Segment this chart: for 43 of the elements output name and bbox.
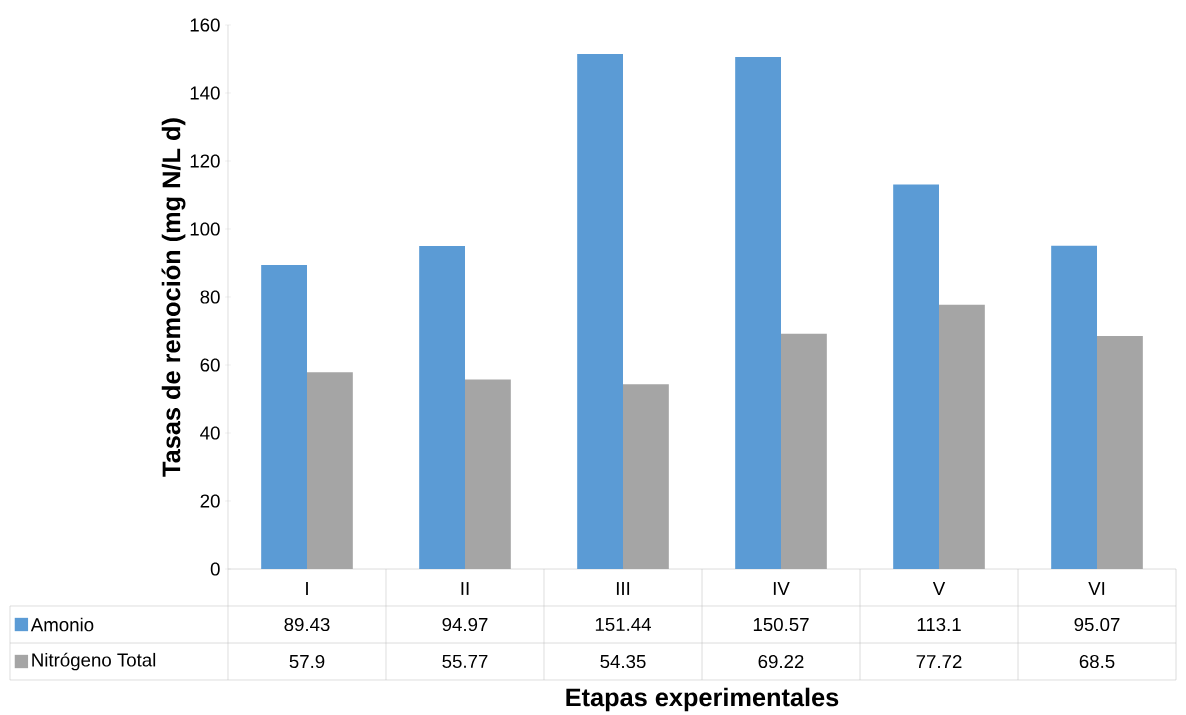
bar: [465, 379, 511, 569]
bar: [623, 384, 669, 569]
data-label: 69.22: [758, 654, 804, 669]
y-tick-label: 60: [200, 358, 220, 372]
bar: [735, 57, 781, 569]
y-tick-label: 40: [200, 426, 220, 440]
data-label: 54.35: [600, 654, 646, 669]
y-axis-title: Tasas de remoción (mg N/L d): [161, 118, 186, 477]
legend-label: Amonio: [30, 617, 94, 632]
y-tick-label: 80: [200, 290, 220, 304]
x-tick-label: I: [306, 582, 308, 595]
bar: [419, 246, 465, 569]
x-tick-label: III: [616, 582, 630, 595]
y-tick-label: 120: [190, 154, 220, 168]
y-tick-label: 0: [210, 562, 220, 576]
data-label: 95.07: [1074, 617, 1120, 632]
bar: [781, 333, 827, 569]
bar: [261, 264, 307, 569]
x-axis-title: Etapas experimentales: [566, 687, 839, 712]
x-tick-label: II: [461, 582, 469, 595]
x-tick-label: VI: [1088, 582, 1105, 595]
y-tick-label: 160: [190, 18, 220, 32]
data-label: 89.43: [284, 617, 330, 632]
bar: [939, 304, 985, 569]
y-tick-label: 100: [190, 222, 220, 236]
data-label: 77.72: [916, 654, 962, 669]
data-label: 150.57: [753, 617, 809, 632]
data-label: 55.77: [442, 654, 488, 669]
y-tick-label: 20: [200, 494, 220, 508]
bar: [893, 184, 939, 569]
data-label: 113.1: [917, 617, 961, 632]
data-label: 94.97: [442, 617, 488, 632]
y-tick-label: 140: [190, 86, 220, 100]
x-tick-label: V: [932, 582, 946, 595]
bar: [577, 54, 623, 569]
bar: [1097, 336, 1143, 569]
legend-label: Nitrógeno Total: [32, 652, 156, 671]
bar: [1051, 245, 1097, 569]
bar: [307, 372, 353, 569]
data-label: 151.44: [595, 617, 651, 632]
data-label: 57.9: [289, 654, 325, 669]
data-label: 68.5: [1079, 654, 1115, 669]
x-tick-label: IV: [773, 582, 790, 595]
